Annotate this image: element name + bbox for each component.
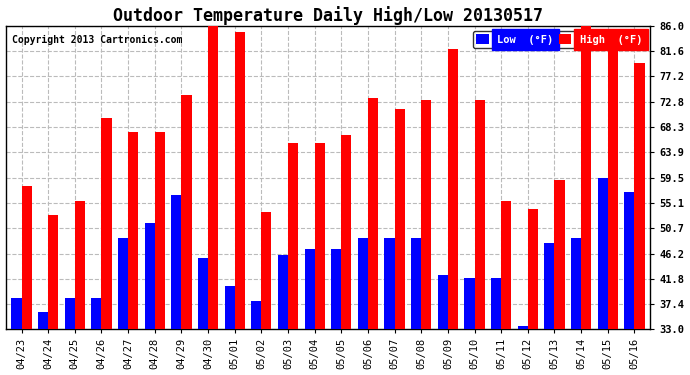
Bar	[598, 178, 608, 375]
Bar	[464, 278, 475, 375]
Title: Outdoor Temperature Daily High/Low 20130517: Outdoor Temperature Daily High/Low 20130…	[113, 6, 543, 24]
Bar	[278, 255, 288, 375]
Bar	[544, 243, 555, 375]
Bar	[437, 275, 448, 375]
Bar	[21, 186, 32, 375]
Bar	[208, 23, 218, 375]
Bar	[118, 238, 128, 375]
Bar	[262, 212, 271, 375]
Bar	[571, 238, 581, 375]
Bar	[171, 195, 181, 375]
Bar	[75, 201, 85, 375]
Bar	[624, 192, 634, 375]
Bar	[128, 132, 138, 375]
Bar	[65, 298, 75, 375]
Bar	[235, 32, 245, 375]
Bar	[448, 49, 458, 375]
Bar	[331, 249, 342, 375]
Bar	[155, 132, 165, 375]
Bar	[422, 100, 431, 375]
Bar	[395, 109, 405, 375]
Bar	[48, 215, 59, 375]
Bar	[555, 180, 564, 375]
Bar	[38, 312, 48, 375]
Bar	[475, 100, 484, 375]
Bar	[304, 249, 315, 375]
Bar	[181, 95, 192, 375]
Bar	[288, 143, 298, 375]
Text: Copyright 2013 Cartronics.com: Copyright 2013 Cartronics.com	[12, 35, 182, 45]
Bar	[198, 258, 208, 375]
Bar	[384, 238, 395, 375]
Bar	[411, 238, 422, 375]
Bar	[608, 46, 618, 375]
Bar	[251, 301, 262, 375]
Bar	[581, 23, 591, 375]
Bar	[518, 326, 528, 375]
Bar	[91, 298, 101, 375]
Bar	[145, 224, 155, 375]
Bar	[501, 201, 511, 375]
Legend: Low  (°F), High  (°F): Low (°F), High (°F)	[473, 31, 645, 48]
Bar	[225, 286, 235, 375]
Bar	[528, 209, 538, 375]
Bar	[358, 238, 368, 375]
Bar	[491, 278, 501, 375]
Bar	[342, 135, 351, 375]
Bar	[368, 98, 378, 375]
Bar	[634, 63, 644, 375]
Bar	[12, 298, 21, 375]
Bar	[101, 118, 112, 375]
Bar	[315, 143, 325, 375]
